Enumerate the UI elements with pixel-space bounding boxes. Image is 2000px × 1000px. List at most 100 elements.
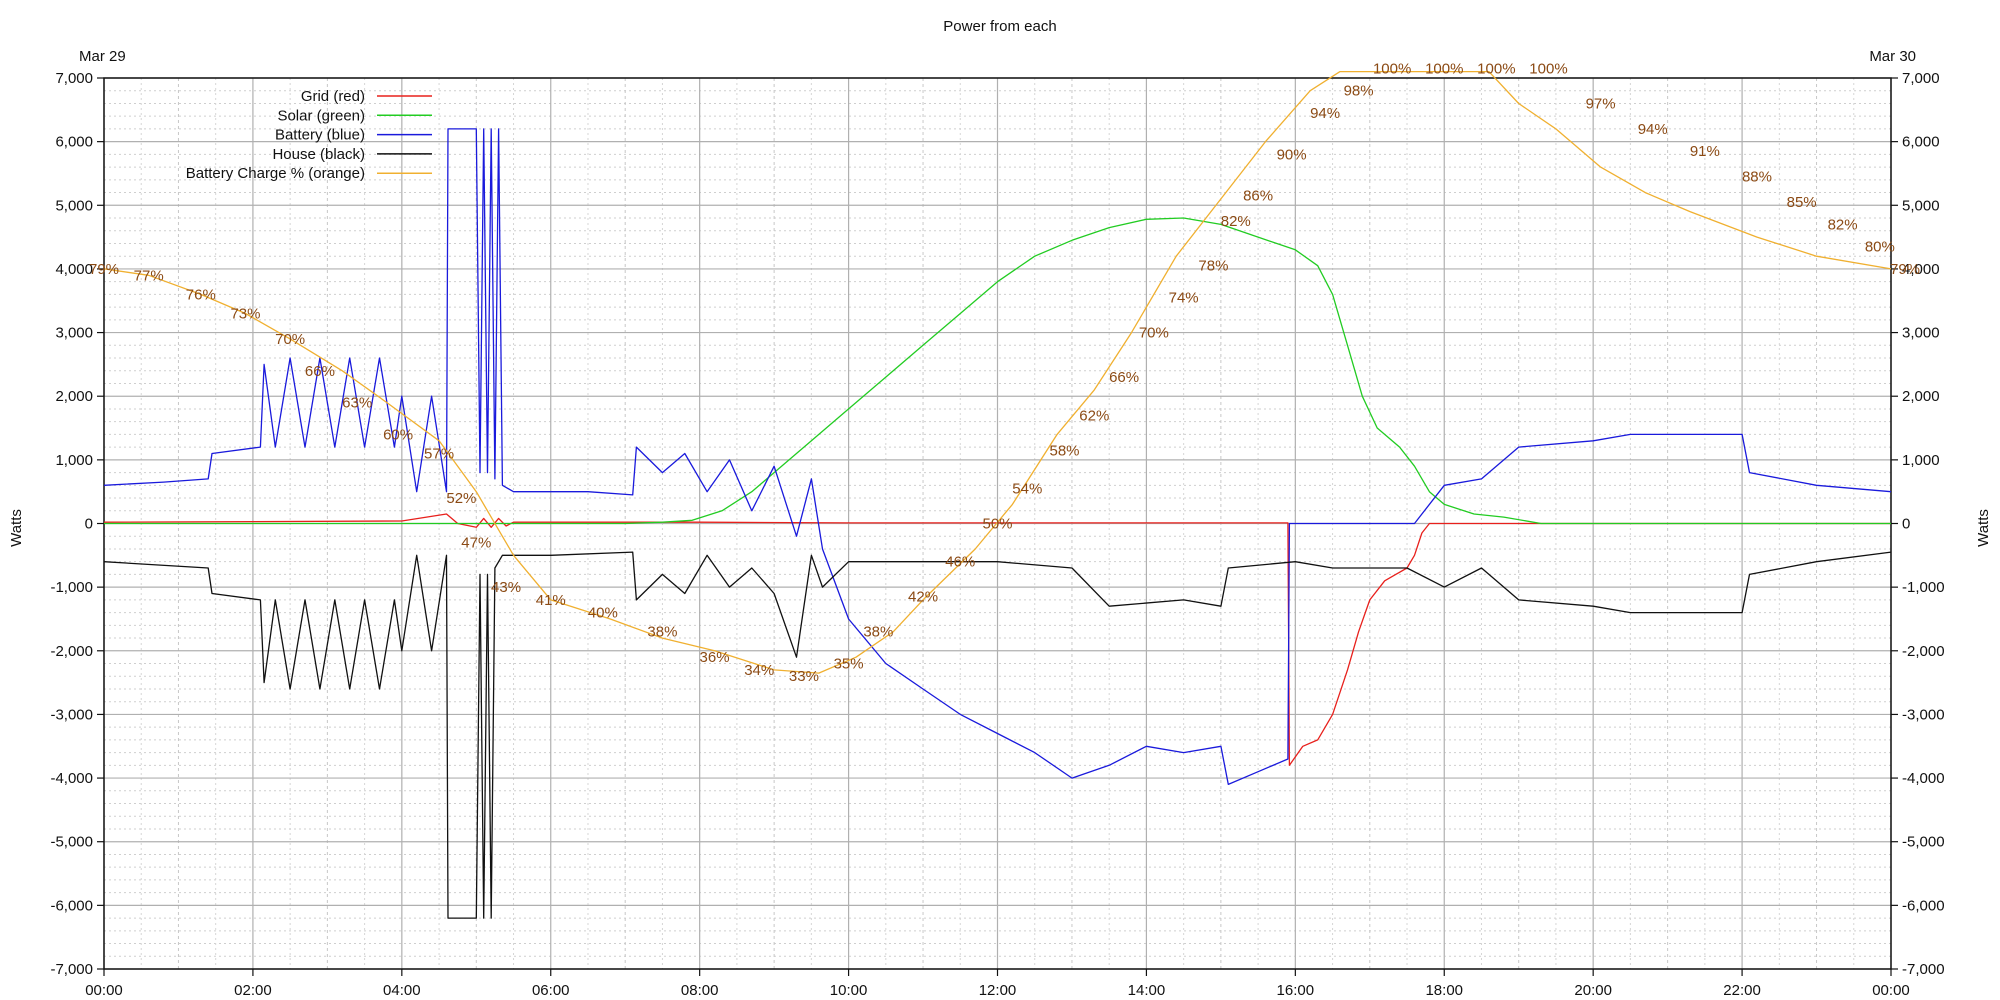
y-tick-label: 3,000	[55, 325, 93, 342]
charge-percent-label: 34%	[744, 662, 774, 679]
x-tick-label: 20:00	[1574, 982, 1612, 999]
charge-percent-label: 41%	[536, 592, 566, 609]
x-tick-label: 16:00	[1277, 982, 1315, 999]
series-line-3	[103, 551, 1892, 919]
x-tick-label: 12:00	[979, 982, 1017, 999]
charge-percent-label: 82%	[1221, 213, 1251, 230]
y-axis-label-left: Watts	[8, 509, 25, 547]
y-tick-label-right: -7,000	[1902, 961, 1945, 978]
charge-percent-label: 86%	[1243, 188, 1273, 205]
y-tick-label-right: -6,000	[1902, 897, 1945, 914]
y-tick-label: 2,000	[55, 388, 93, 405]
y-tick-label-right: 5,000	[1902, 197, 1940, 214]
charge-percent-label: 88%	[1742, 169, 1772, 186]
charge-percent-label: 100%	[1373, 60, 1411, 77]
charge-percent-label: 52%	[446, 490, 476, 507]
series-lines	[103, 70, 1892, 919]
y-tick-label-right: -2,000	[1902, 643, 1945, 660]
x-tick-label: 22:00	[1723, 982, 1761, 999]
charge-percent-label: 66%	[1109, 369, 1139, 386]
y-tick-label-right: 3,000	[1902, 325, 1940, 342]
charge-percent-label: 60%	[383, 426, 413, 443]
charge-percent-label: 38%	[647, 624, 677, 641]
x-tick-label: 00:00	[1872, 982, 1910, 999]
y-tick-label: 4,000	[55, 261, 93, 278]
charge-percent-label: 73%	[230, 305, 260, 322]
charge-percent-label: 77%	[134, 267, 164, 284]
y-tick-label-right: -3,000	[1902, 706, 1945, 723]
charge-percent-label: 74%	[1169, 290, 1199, 307]
x-tick-label: 02:00	[234, 982, 272, 999]
charge-percent-label: 50%	[982, 516, 1012, 533]
charge-percent-label: 46%	[945, 554, 975, 571]
charge-percent-label: 94%	[1310, 105, 1340, 122]
charge-percent-label: 91%	[1690, 143, 1720, 160]
charge-percent-label: 79%	[89, 261, 119, 278]
charge-percent-label: 79%	[1890, 261, 1920, 278]
x-tick-label: 14:00	[1128, 982, 1166, 999]
legend-label: House (black)	[272, 146, 365, 163]
charge-percent-label: 43%	[491, 579, 521, 596]
charge-percent-label: 90%	[1277, 146, 1307, 163]
chart-title: Power from each	[943, 18, 1056, 35]
charge-percent-label: 85%	[1787, 194, 1817, 211]
series-line-1	[104, 217, 1891, 525]
charge-percent-label: 80%	[1865, 239, 1895, 256]
y-tick-label-right: -5,000	[1902, 834, 1945, 851]
charge-percent-label: 94%	[1638, 121, 1668, 138]
charge-percent-label: 100%	[1529, 60, 1567, 77]
y-axis-label-right: Watts	[1975, 509, 1992, 547]
charge-percent-label: 62%	[1079, 407, 1109, 424]
charge-percent-label: 78%	[1198, 258, 1228, 275]
charge-percent-label: 54%	[1012, 480, 1042, 497]
x-tick-label: 04:00	[383, 982, 421, 999]
charge-percent-label: 97%	[1586, 95, 1616, 112]
charge-percent-label: 70%	[1139, 325, 1169, 342]
y-tick-label-right: -1,000	[1902, 579, 1945, 596]
y-tick-label: 7,000	[55, 70, 93, 87]
y-tick-label-right: -4,000	[1902, 770, 1945, 787]
series-line-2	[103, 128, 1892, 786]
legend-label: Grid (red)	[301, 88, 365, 105]
y-tick-label-right: 0	[1902, 516, 1910, 533]
charge-percent-label: 100%	[1477, 60, 1515, 77]
y-tick-label: -2,000	[50, 643, 93, 660]
legend-label: Battery (blue)	[275, 127, 365, 144]
charge-percent-label: 63%	[342, 395, 372, 412]
charge-percent-label: 76%	[186, 286, 216, 303]
date-start-label: Mar 29	[79, 48, 126, 65]
charge-percent-label: 47%	[461, 535, 491, 552]
x-tick-label: 00:00	[85, 982, 123, 999]
charge-percent-label: 57%	[424, 445, 454, 462]
y-tick-label: -7,000	[50, 961, 93, 978]
charge-percent-label: 40%	[588, 605, 618, 622]
charge-percent-label: 98%	[1344, 83, 1374, 100]
x-tick-label: 06:00	[532, 982, 570, 999]
charge-labels: 79% 77% 76% 73% 70% 66% 63% 60% 57% 52% 47% 43% 41% 4…	[89, 60, 1920, 685]
charge-percent-label: 58%	[1049, 442, 1079, 459]
y-tick-label: -5,000	[50, 834, 93, 851]
y-tick-label-right: 7,000	[1902, 70, 1940, 87]
y-tick-label-right: 6,000	[1902, 134, 1940, 151]
y-tick-label: -3,000	[50, 706, 93, 723]
charge-percent-label: 100%	[1425, 60, 1463, 77]
charge-percent-label: 38%	[863, 624, 893, 641]
legend: Grid (red) Solar (green) Battery (blue) Hou…	[186, 88, 432, 182]
charge-percent-label: 82%	[1828, 216, 1858, 233]
charge-percent-label: 33%	[789, 668, 819, 685]
y-tick-label: -1,000	[50, 579, 93, 596]
y-tick-label-right: 2,000	[1902, 388, 1940, 405]
y-tick-label-right: 1,000	[1902, 452, 1940, 469]
y-tick-label: 5,000	[55, 197, 93, 214]
y-tick-label: 6,000	[55, 134, 93, 151]
x-tick-label: 10:00	[830, 982, 868, 999]
date-end-label: Mar 30	[1869, 48, 1916, 65]
y-tick-label: -4,000	[50, 770, 93, 787]
y-tick-label-right: 4,000	[1902, 261, 1940, 278]
legend-label: Solar (green)	[277, 107, 365, 124]
legend-label: Battery Charge % (orange)	[186, 165, 365, 182]
y-tick-label: -6,000	[50, 897, 93, 914]
charge-percent-label: 35%	[834, 656, 864, 673]
charge-percent-label: 70%	[275, 331, 305, 348]
